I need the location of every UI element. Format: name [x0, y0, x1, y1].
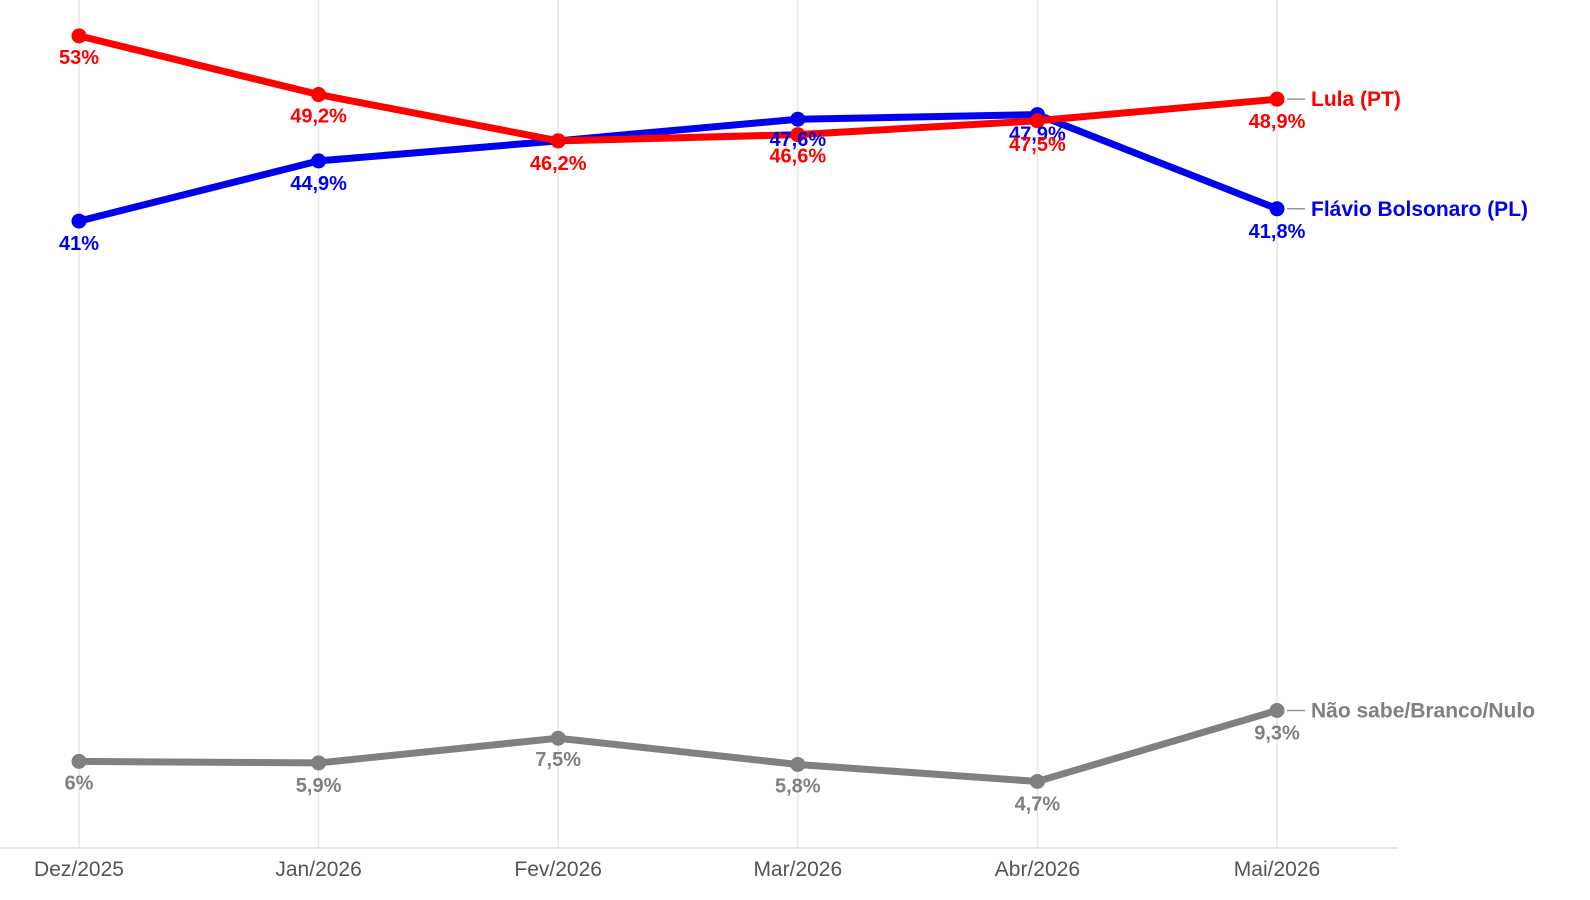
data-point — [71, 28, 87, 44]
data-point — [1269, 91, 1285, 107]
x-tick-label: Abr/2026 — [995, 858, 1080, 881]
chart-data-labels: 6% 5,9% 7,5% 5,8% 4,7% 9,3% 41% 44,9% 47,6% 47,9%… — [59, 47, 1306, 816]
series-0 — [71, 702, 1285, 789]
chart-series-names: Não sabe/Branco/Nulo Flávio Bolsonaro (PL… — [1287, 88, 1535, 722]
data-point — [311, 153, 327, 169]
data-label: 9,3% — [1254, 722, 1300, 744]
series-2 — [71, 28, 1285, 149]
x-tick-label: Mai/2026 — [1234, 858, 1320, 881]
series-line — [75, 32, 1281, 145]
series-name: Não sabe/Branco/Nulo — [1311, 699, 1535, 722]
data-point — [1269, 201, 1285, 217]
series-name: Flávio Bolsonaro (PL) — [1311, 198, 1528, 221]
data-point — [550, 730, 566, 746]
series-line — [75, 706, 1281, 785]
data-label: 49,2% — [290, 106, 347, 128]
data-point — [1029, 113, 1045, 129]
data-point — [71, 213, 87, 229]
data-label: 6% — [65, 772, 94, 794]
data-label: 46,2% — [530, 153, 587, 175]
data-label: 41,8% — [1249, 221, 1306, 243]
data-label: 7,5% — [535, 749, 581, 771]
data-label: 46,6% — [769, 146, 826, 168]
data-point — [1029, 773, 1045, 789]
x-tick-label: Mar/2026 — [753, 858, 842, 881]
data-point — [71, 753, 87, 769]
data-label: 47,6% — [769, 129, 826, 151]
x-tick-label: Jan/2026 — [275, 858, 361, 881]
series-line — [75, 111, 1281, 225]
data-point — [790, 756, 806, 772]
data-label: 4,7% — [1015, 793, 1061, 815]
data-label: 5,9% — [296, 775, 342, 797]
data-label: 41% — [59, 233, 99, 255]
series-1 — [71, 107, 1285, 229]
x-tick-label: Dez/2025 — [34, 858, 124, 881]
data-label: 48,9% — [1249, 111, 1306, 133]
data-point — [550, 133, 566, 149]
data-label: 53% — [59, 47, 99, 69]
data-point — [311, 755, 327, 771]
data-point — [790, 127, 806, 143]
data-point — [311, 87, 327, 103]
data-label: 47,5% — [1009, 134, 1066, 156]
data-point — [790, 111, 806, 127]
data-point — [1269, 702, 1285, 718]
series-name: Lula (PT) — [1311, 88, 1401, 111]
x-tick-label: Fev/2026 — [514, 858, 602, 881]
data-label: 44,9% — [290, 173, 347, 195]
data-label: 5,8% — [775, 775, 821, 797]
chart-series — [71, 28, 1285, 789]
x-axis: Dez/2025 Jan/2026 Fev/2026 Mar/2026 Abr/2026… — [34, 858, 1320, 881]
data-label: 47,9% — [1009, 124, 1066, 146]
